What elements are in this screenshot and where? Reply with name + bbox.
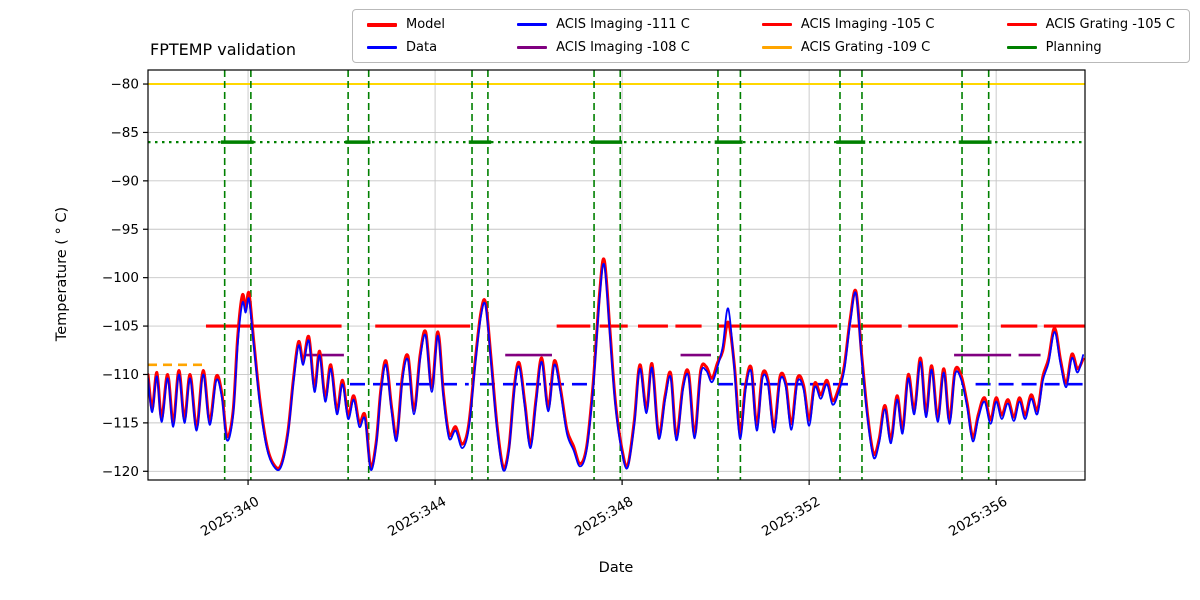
legend-item-label: ACIS Grating -105 C — [1045, 17, 1175, 32]
legend-item-planning: Planning — [1006, 40, 1175, 55]
legend-item-acis-imaging-111-c: ACIS Imaging -111 C — [517, 18, 690, 31]
legend-item-acis-imaging-108-c: ACIS Imaging -108 C — [517, 41, 690, 54]
y-tick-label: −105 — [102, 319, 139, 335]
legend-item-label: ACIS Imaging -105 C — [800, 17, 935, 32]
legend-line-swatch — [1006, 23, 1037, 26]
y-tick-label: −80 — [111, 77, 140, 93]
y-tick-label: −90 — [111, 173, 140, 189]
x-axis-label: Date — [598, 560, 634, 576]
y-tick-label: −110 — [102, 367, 139, 383]
legend-line-swatch — [761, 23, 792, 26]
y-axis-label: Temperature ( ° C) — [54, 206, 70, 342]
legend-line-swatch — [517, 23, 548, 26]
legend-item-label: Model — [406, 17, 446, 32]
legend-item-label: ACIS Grating -109 C — [800, 40, 931, 55]
legend-item-acis-grating-109-c: ACIS Grating -109 C — [761, 40, 935, 55]
plot-frame — [147, 69, 1086, 481]
legend-item-label: ACIS Imaging -108 C — [556, 40, 690, 55]
legend-line-swatch — [367, 46, 397, 49]
legend-item-acis-grating-105-c: ACIS Grating -105 C — [1006, 17, 1175, 32]
legend: Model Data ACIS Imaging -111 C ACIS Imaging… — [352, 9, 1190, 63]
legend-line-swatch — [761, 46, 792, 49]
data-line — [148, 262, 1084, 472]
y-tick-label: −115 — [102, 415, 139, 431]
legend-item-label: Planning — [1045, 40, 1102, 55]
chart-title: FPTEMP validation — [150, 40, 297, 59]
x-tick-label: 2025:356 — [946, 494, 1010, 540]
y-tick-label: −120 — [102, 464, 139, 480]
legend-line-swatch — [517, 46, 548, 49]
y-tick-label: −100 — [102, 270, 139, 286]
x-tick-label: 2025:352 — [759, 494, 823, 540]
legend-item-label: Data — [406, 40, 438, 55]
legend-item-label: ACIS Imaging -111 C — [556, 17, 690, 32]
x-tick-label: 2025:348 — [572, 494, 636, 540]
legend-item-model: Model — [367, 18, 445, 31]
y-tick-label: −95 — [111, 222, 140, 238]
x-tick-label: 2025:344 — [385, 494, 449, 540]
legend-item-data: Data — [367, 41, 445, 54]
series-group — [148, 257, 1085, 472]
x-tick-label: 2025:340 — [198, 494, 262, 540]
legend-line-swatch — [1006, 46, 1037, 49]
y-tick-label: −85 — [111, 125, 140, 141]
legend-item-acis-imaging-105-c: ACIS Imaging -105 C — [761, 17, 935, 32]
legend-line-swatch — [367, 22, 397, 27]
